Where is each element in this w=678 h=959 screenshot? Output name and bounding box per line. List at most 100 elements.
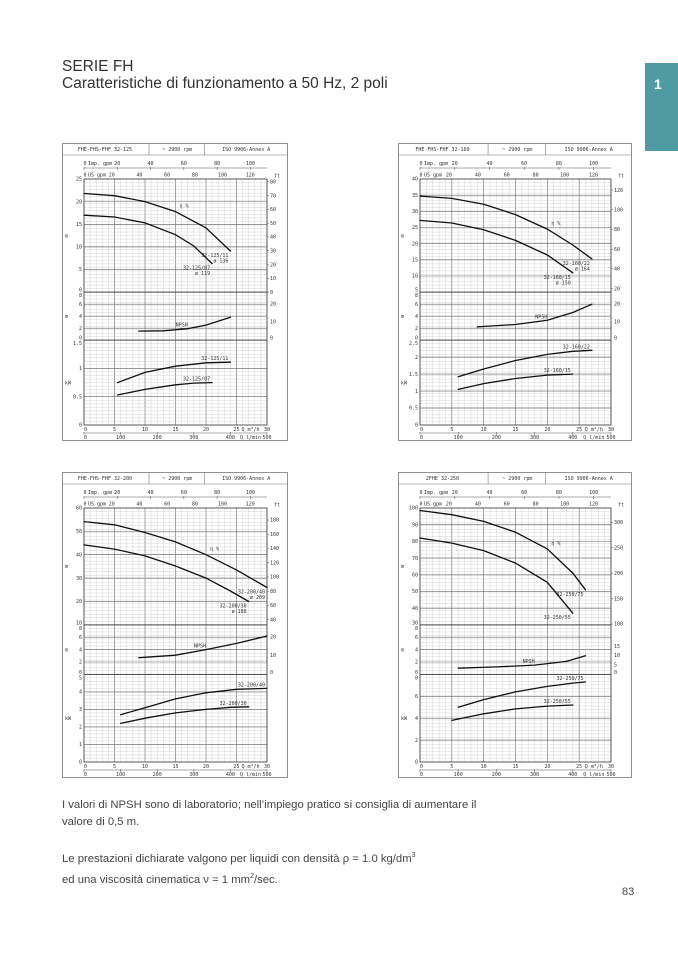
head-tick-label: 5 xyxy=(79,267,82,273)
chart-rpm: ~ 2900 rpm xyxy=(162,147,192,153)
npsh-curve-label: NPSH xyxy=(194,644,206,650)
x-tick-label: 0 xyxy=(84,764,87,770)
ft-tick-label: 40 xyxy=(270,617,276,623)
us-tick-label: 100 xyxy=(560,502,569,508)
x-tick-label: 10 xyxy=(142,764,148,770)
head-curve-32-160/22 xyxy=(419,195,593,260)
us-tick-label: 60 xyxy=(504,173,510,179)
us-tick-label: 80 xyxy=(533,173,539,179)
power-curve-label: 32-200/40 xyxy=(238,682,265,688)
us-tick-label: 40 xyxy=(136,502,142,508)
power-tick-label: 2 xyxy=(415,738,418,744)
head-tick-label: 0 xyxy=(79,288,82,294)
x-tick-label: 20 xyxy=(544,764,550,770)
head-curve-32-250/55 xyxy=(419,537,574,614)
us-tick-label: 40 xyxy=(475,173,481,179)
ft-tick-label: 120 xyxy=(270,560,279,566)
head-unit-label: m xyxy=(65,564,68,570)
us-tick-label: 120 xyxy=(589,502,598,508)
lmin-tick-label: 100 xyxy=(116,772,125,778)
lmin-tick-label: 200 xyxy=(492,435,501,441)
ft-tick-label: 60 xyxy=(270,207,276,213)
us-tick-label: 40 xyxy=(475,502,481,508)
npsh-tick-label: 8 xyxy=(415,293,418,299)
power-tick-label: 0 xyxy=(79,760,82,766)
head-tick-label: 40 xyxy=(412,177,418,183)
head-curve-label: 32-200/30 xyxy=(220,603,247,609)
lmin-tick-label: 500 xyxy=(606,772,615,778)
npsh-ft-tick-label: 15 xyxy=(614,644,620,650)
x-tick-label: 0 xyxy=(420,427,423,433)
head-tick-label: 10 xyxy=(412,274,418,280)
x-tick-label: 25 xyxy=(576,764,582,770)
us-tick-label: 100 xyxy=(560,173,569,179)
x-tick-label: 30 xyxy=(608,427,614,433)
npsh-tick-label: 4 xyxy=(79,647,82,653)
imp-tick-label: 0 xyxy=(83,161,86,167)
imp-tick-label: 60 xyxy=(181,490,187,496)
npsh-tick-label: 8 xyxy=(415,626,418,632)
x-axis-label: Q m³/h xyxy=(585,427,603,433)
power-tick-label: 1 xyxy=(79,742,82,748)
head-tick-label: 25 xyxy=(412,225,418,231)
power-panel-frame xyxy=(419,339,612,426)
npsh-tick-label: 2 xyxy=(415,326,418,332)
performance-note: Le prestazioni dichiarate valgono per li… xyxy=(62,847,622,889)
imp-tick-label: 40 xyxy=(486,161,492,167)
npsh-curve-label: NPSH xyxy=(535,314,547,320)
x-tick-label: 0 xyxy=(420,764,423,770)
us-tick-label: 0 xyxy=(419,502,422,508)
npsh-curve xyxy=(138,635,268,659)
x-tick-label: 30 xyxy=(264,427,270,433)
power-curve-32-200/30 xyxy=(119,706,250,725)
head-tick-label: 5 xyxy=(415,288,418,294)
head-curve-label: 32-250/55 xyxy=(544,615,571,621)
power-tick-label: 0 xyxy=(415,423,418,429)
ft-unit-label: ft xyxy=(274,174,280,180)
power-unit-label: kW xyxy=(401,380,408,386)
head-curve-label: 32-200/40 xyxy=(238,589,265,595)
npsh-ft-tick-label: 5 xyxy=(614,663,617,669)
head-tick-label: 35 xyxy=(412,193,418,199)
npsh-tick-label: 0 xyxy=(79,336,82,342)
perf-note-line1: Le prestazioni dichiarate valgono per li… xyxy=(62,852,412,865)
imp-tick-label: 0 xyxy=(419,161,422,167)
ft-tick-label: 150 xyxy=(614,596,623,602)
ft-tick-label: 60 xyxy=(614,247,620,253)
x-tick-label: 25 xyxy=(233,764,239,770)
lmin-tick-label: 300 xyxy=(189,772,198,778)
imp-tick-label: 60 xyxy=(181,161,187,167)
npsh-tick-label: 8 xyxy=(79,626,82,632)
head-tick-label: 20 xyxy=(76,199,82,205)
us-tick-label: 60 xyxy=(164,173,170,179)
imp-tick-label: 20 xyxy=(114,490,120,496)
head-tick-label: 10 xyxy=(76,620,82,626)
power-tick-label: 1.5 xyxy=(73,341,82,347)
head-tick-label: 60 xyxy=(412,572,418,578)
section-number: 1 xyxy=(654,76,662,92)
section-tab[interactable]: 1 xyxy=(645,63,678,151)
power-curve-label: 32-125/11 xyxy=(201,356,228,362)
impeller-diameter-label: ø 209 xyxy=(250,595,265,601)
power-curve-32-250/75 xyxy=(457,681,587,708)
npsh-ft-tick-label: 10 xyxy=(614,653,620,659)
head-tick-label: 50 xyxy=(412,589,418,595)
power-unit-label: kW xyxy=(401,716,408,722)
lmin-tick-label: 0 xyxy=(420,435,423,441)
npsh-note: I valori di NPSH sono di laboratorio; ne… xyxy=(62,797,622,831)
ft-tick-label: 200 xyxy=(614,571,623,577)
ft-tick-label: 30 xyxy=(270,248,276,254)
npsh-tick-label: 0 xyxy=(79,670,82,676)
head-tick-label: 40 xyxy=(76,552,82,558)
power-unit-label: kW xyxy=(65,380,72,386)
chart-model: FHE-FHS-FHF 32-160 xyxy=(415,147,469,153)
npsh-ft-tick-label: 20 xyxy=(270,634,276,640)
power-panel-frame xyxy=(83,339,268,426)
us-tick-label: 0 xyxy=(83,173,86,179)
head-curve-32-125/07 xyxy=(83,214,213,265)
lmin-tick-label: 500 xyxy=(262,772,271,778)
power-tick-label: 0 xyxy=(415,760,418,766)
ft-tick-label: 70 xyxy=(270,193,276,199)
npsh-note-line1: I valori di NPSH sono di laboratorio; ne… xyxy=(62,799,477,811)
npsh-ft-tick-label: 10 xyxy=(270,653,276,659)
